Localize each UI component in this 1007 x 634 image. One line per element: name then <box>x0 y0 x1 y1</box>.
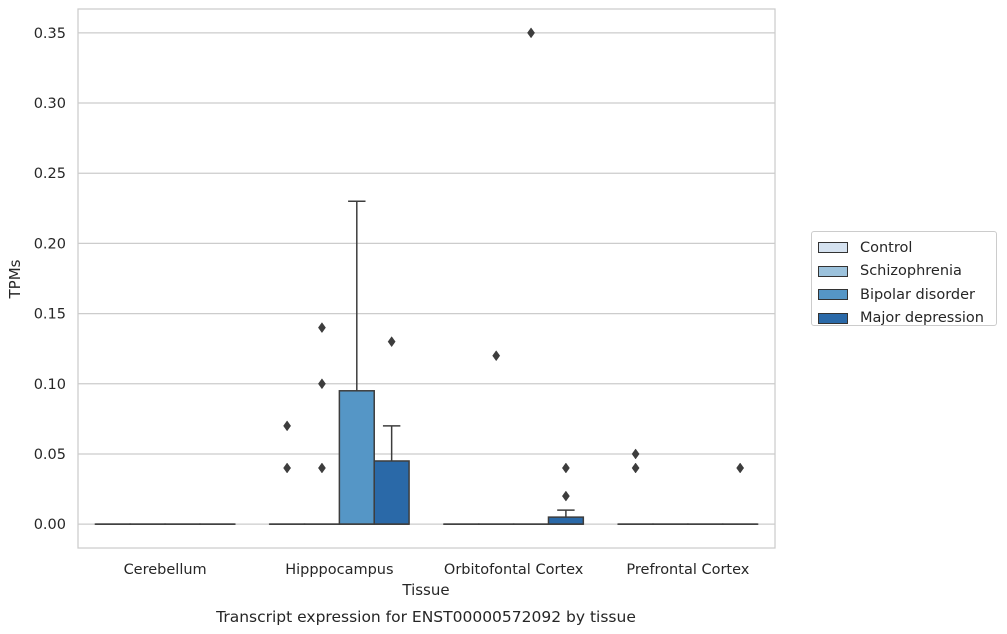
outlier-point <box>561 490 570 502</box>
legend-label-control: Control <box>860 239 913 256</box>
box-major-depression-prefrontal-cortex <box>721 462 759 525</box>
y-tick-label: 0.20 <box>34 236 66 252</box>
x-tick-label-hipppocampus: Hipppocampus <box>285 562 393 578</box>
box-schizophrenia-hipppocampus <box>303 322 341 525</box>
plot-area-background <box>78 9 775 548</box>
box-control-hipppocampus <box>268 420 306 525</box>
outlier-point <box>736 462 745 474</box>
legend-item-control: Control <box>818 236 996 260</box>
legend-swatch-major-depression <box>818 312 848 324</box>
y-tick-label: 0.10 <box>34 377 66 393</box>
box-body <box>373 460 410 525</box>
y-tick-labels: 0.00 0.05 0.10 0.15 0.20 0.25 0.30 0.35 <box>34 26 66 533</box>
outlier-point <box>631 462 640 474</box>
outlier-point <box>283 420 292 432</box>
legend-item-schizophrenia: Schizophrenia <box>818 260 996 284</box>
y-tick-label: 0.05 <box>34 447 66 463</box>
outlier-point <box>283 462 292 474</box>
chart-title: Transcript expression for ENST0000057209… <box>215 608 636 626</box>
legend-item-major-depression: Major depression <box>818 307 996 331</box>
legend-label-schizophrenia: Schizophrenia <box>860 263 962 280</box>
outlier-point <box>527 27 535 39</box>
legend-swatch-bipolar-disorder <box>818 289 848 301</box>
outlier-point <box>492 350 501 362</box>
outlier-point <box>318 322 326 334</box>
y-tick-label: 0.00 <box>34 517 66 533</box>
outlier-point <box>387 336 396 348</box>
legend-label-major-depression: Major depression <box>860 310 984 327</box>
legend-swatch-control <box>818 242 848 254</box>
x-tick-labels: Cerebellum Hipppocampus Orbitofontal Corte… <box>124 562 750 578</box>
x-tick-label-cerebellum: Cerebellum <box>124 562 207 578</box>
box-schizophrenia-orbitofontal-cortex <box>478 350 515 525</box>
outlier-point <box>318 378 326 390</box>
outlier-point <box>631 448 640 460</box>
legend-label-bipolar-disorder: Bipolar disorder <box>860 286 975 303</box>
box-bipolar-disorder-orbitofontal-cortex <box>512 27 550 525</box>
legend-item-bipolar-disorder: Bipolar disorder <box>818 283 996 307</box>
y-tick-label: 0.35 <box>34 26 66 42</box>
outlier-point <box>318 462 326 474</box>
boxes-layer <box>94 27 759 525</box>
box-body <box>338 390 375 525</box>
box-major-depression-hipppocampus <box>373 336 410 525</box>
x-axis-label: Tissue <box>401 581 449 599</box>
legend: Control Schizophrenia Bipolar disorder M… <box>811 231 997 326</box>
y-axis-label: TPMs <box>6 259 24 299</box>
legend-swatch-schizophrenia <box>818 265 848 277</box>
y-tick-label: 0.25 <box>34 166 66 182</box>
y-tick-label: 0.30 <box>34 96 66 112</box>
box-body <box>547 516 585 525</box>
box-bipolar-disorder-hipppocampus <box>338 200 375 525</box>
y-tick-label: 0.15 <box>34 307 66 323</box>
x-tick-label-prefrontal-cortex: Prefrontal Cortex <box>626 562 749 578</box>
plot-frame <box>77 8 776 549</box>
box-major-depression-orbitofontal-cortex <box>547 462 585 525</box>
outlier-point <box>561 462 570 474</box>
x-tick-label-orbitofontal-cortex: Orbitofontal Cortex <box>444 562 584 578</box>
